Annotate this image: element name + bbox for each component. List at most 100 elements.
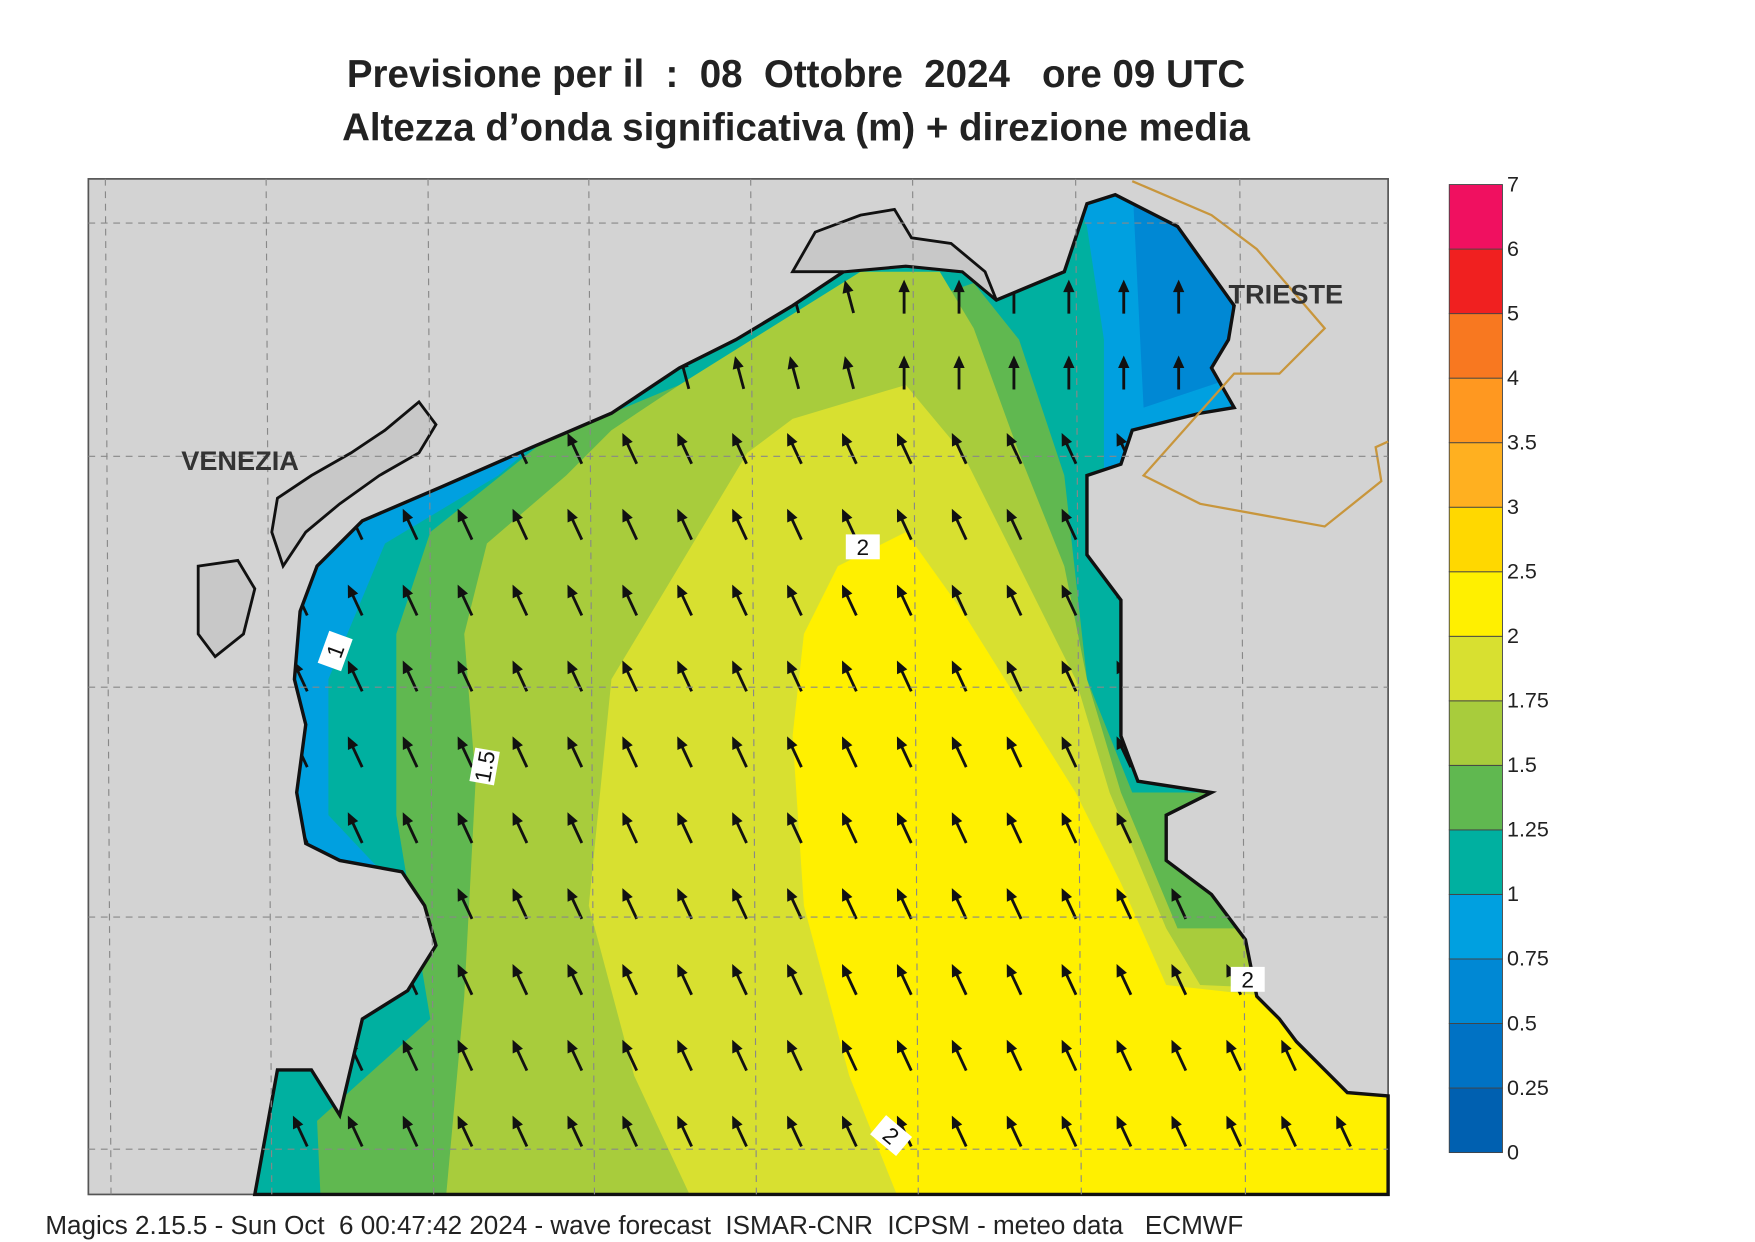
arrow-head: [787, 736, 798, 751]
arrow-head: [951, 736, 963, 751]
arrow-head: [1336, 1115, 1347, 1130]
arrow-head: [1006, 963, 1018, 978]
arrow-head: [622, 736, 633, 751]
arrow-head: [677, 888, 688, 902]
arrow-head: [567, 660, 578, 675]
arrow-head: [732, 736, 743, 751]
arrow-head: [953, 355, 965, 368]
arrow-head: [1061, 432, 1073, 447]
arrow-head: [347, 660, 359, 675]
arrow-head: [567, 736, 578, 751]
arrow-head: [457, 1039, 469, 1054]
colorbar-tick-label: 1.75: [1507, 689, 1549, 713]
arrow-head: [732, 963, 743, 978]
arrow-head: [951, 432, 963, 447]
arrow-head: [787, 356, 799, 370]
arrow-head: [896, 1115, 908, 1130]
arrow-head: [622, 812, 633, 826]
arrow-head: [953, 279, 965, 293]
arrow-head: [402, 736, 414, 751]
arrow-head: [1061, 1039, 1073, 1054]
arrow-head: [787, 1039, 798, 1054]
arrow-head: [512, 1115, 523, 1130]
colorbar-tick-label: 0.5: [1507, 1011, 1537, 1035]
label-box: [469, 747, 500, 786]
arrow-head: [1061, 660, 1073, 675]
colorbar-tick-label: 0.25: [1507, 1076, 1549, 1100]
arrow-head: [896, 736, 908, 751]
arrow-head: [1281, 1115, 1292, 1130]
label-box: [845, 534, 880, 560]
arrow-head: [1061, 584, 1073, 599]
contour-label: 2: [845, 534, 880, 560]
arrow-head: [1116, 963, 1127, 978]
arrow-head: [1061, 1115, 1073, 1130]
colorbar-band: [1448, 184, 1503, 250]
arrow-head: [1171, 888, 1182, 902]
arrow-head: [402, 584, 414, 599]
colorbar-tick-label: 3.5: [1507, 430, 1537, 454]
arrow-head: [951, 1039, 963, 1054]
arrow-head: [896, 508, 908, 523]
arrow-head: [1063, 355, 1075, 368]
arrow-head: [677, 432, 688, 447]
zone: [792, 532, 1389, 1195]
arrow-head: [1006, 888, 1018, 902]
arrow-head: [1172, 355, 1185, 368]
arrow-head: [567, 963, 578, 978]
arrow-head: [1171, 1039, 1182, 1054]
arrow-head: [622, 508, 633, 523]
arrow-head: [677, 660, 688, 675]
lagoon: [270, 399, 438, 570]
colorbar-tick-label: 1.25: [1507, 818, 1549, 842]
arrow-head: [842, 1115, 853, 1130]
colorbar-tick-label: 1.5: [1507, 753, 1537, 777]
arrow-head: [347, 812, 359, 826]
colorbar-tick-label: 5: [1507, 301, 1519, 325]
colorbar: 0 0.25 0.5 0.75 1 1.25 1.5 1.75 2 2.5 3 3.5 4 5 6 7: [1448, 172, 1549, 1164]
arrow-head: [732, 1039, 743, 1054]
arrow-head: [622, 1115, 633, 1130]
arrow-head: [1061, 736, 1073, 751]
colorbar-band: [1448, 635, 1503, 702]
arrow-head: [842, 812, 853, 826]
arrow-head: [457, 888, 469, 902]
arrow-head: [842, 508, 853, 523]
arrow-head: [1116, 888, 1127, 902]
arrow-head: [896, 1039, 908, 1054]
arrow-head: [512, 584, 523, 599]
arrow-head: [1116, 736, 1127, 751]
contour-value: 2: [856, 535, 869, 560]
arrow-head: [402, 660, 414, 675]
arrow-head: [567, 888, 578, 902]
colorbar-tick-label: 1: [1507, 882, 1519, 906]
arrow-head: [567, 1039, 578, 1054]
arrow-head: [732, 356, 744, 370]
contour-labels: 1 1.5 2 2 2: [317, 534, 1265, 1157]
islands: [196, 207, 998, 659]
arrow-head: [1171, 963, 1182, 978]
arrow-head: [787, 584, 798, 599]
arrow-head: [1063, 279, 1075, 293]
arrow-head: [457, 1115, 469, 1130]
arrow-head: [677, 584, 688, 599]
arrow-head: [402, 812, 414, 826]
colorbar-band: [1448, 700, 1503, 766]
arrow-head: [622, 888, 633, 902]
arrow-head: [402, 508, 414, 523]
contour-label: 2: [1230, 966, 1265, 992]
contour-label: 2: [870, 1115, 913, 1157]
arrow-head: [622, 584, 633, 599]
arrow-head: [842, 584, 853, 599]
arrow-head: [1006, 812, 1018, 826]
arrow-head: [787, 432, 798, 447]
arrow-head: [677, 508, 688, 523]
arrow-head: [842, 888, 853, 902]
arrow-head: [842, 736, 853, 751]
arrow-head: [1006, 1039, 1018, 1054]
arrow-head: [347, 736, 359, 751]
arrow-head: [896, 963, 908, 978]
arrow-head: [842, 356, 854, 370]
arrow-head: [1061, 812, 1073, 826]
arrow-head: [677, 963, 688, 978]
